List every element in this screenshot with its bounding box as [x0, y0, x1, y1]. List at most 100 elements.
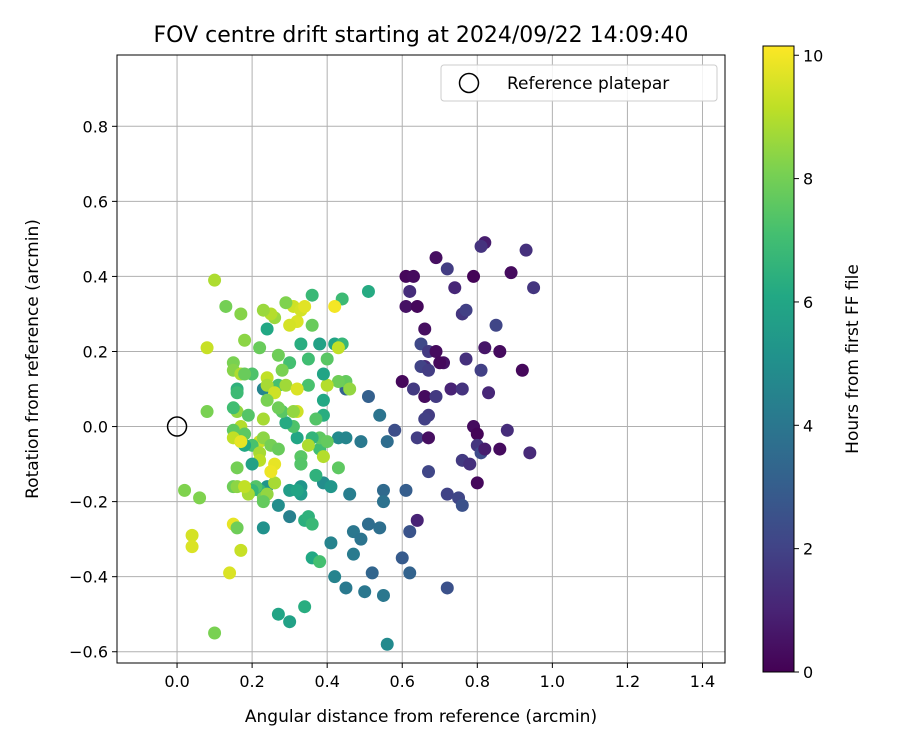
x-tick-label: 1.0	[540, 672, 565, 691]
data-point	[253, 341, 267, 355]
data-point	[313, 337, 327, 351]
data-point	[290, 431, 304, 445]
data-point	[343, 382, 357, 396]
legend: Reference platepar	[440, 64, 718, 102]
data-point	[256, 303, 270, 317]
data-point	[459, 352, 473, 366]
data-point	[279, 416, 293, 430]
data-point	[301, 352, 315, 366]
data-point	[208, 626, 222, 640]
data-point	[271, 401, 285, 415]
data-point	[256, 521, 270, 535]
data-point	[489, 318, 503, 332]
x-tick-label: 0.2	[239, 672, 264, 691]
y-tick-label: 0.0	[83, 418, 108, 437]
data-point	[305, 318, 319, 332]
data-point	[418, 390, 432, 404]
legend-box	[440, 64, 718, 102]
y-tick-label: −0.2	[69, 493, 108, 512]
data-point	[519, 243, 533, 257]
data-point	[286, 405, 300, 419]
data-point	[331, 341, 345, 355]
data-point	[455, 382, 469, 396]
data-point	[388, 423, 402, 437]
data-point	[305, 517, 319, 531]
data-point	[406, 382, 420, 396]
data-point	[223, 566, 237, 580]
data-point	[455, 498, 469, 512]
data-point	[478, 341, 492, 355]
data-point	[234, 543, 248, 557]
data-point	[440, 262, 454, 276]
data-point	[339, 581, 353, 595]
colorbar-tick-label: 0	[803, 663, 813, 682]
data-point	[185, 540, 199, 554]
data-point	[178, 483, 192, 497]
data-point	[376, 588, 390, 602]
data-point	[230, 386, 244, 400]
data-point	[422, 363, 436, 377]
colorbar-tick-label: 10	[803, 46, 823, 65]
data-point	[433, 356, 447, 370]
data-point	[403, 525, 417, 539]
data-point	[354, 435, 368, 449]
data-point	[482, 386, 496, 400]
data-point	[361, 390, 375, 404]
data-point	[320, 352, 334, 366]
data-point	[268, 476, 282, 490]
data-point	[440, 581, 454, 595]
data-point	[298, 299, 312, 313]
y-tick-label: −0.6	[69, 643, 108, 662]
legend-reference-marker	[458, 72, 480, 94]
colorbar-label: Hours from first FF file	[843, 264, 863, 454]
data-point	[271, 442, 285, 456]
x-tick-label: 0.6	[390, 672, 415, 691]
data-point	[343, 487, 357, 501]
y-axis-ticks: −0.6 −0.4 −0.2 0.0 0.2 0.4 0.6 0.8	[69, 117, 117, 662]
data-point	[418, 412, 432, 426]
data-point	[440, 487, 454, 501]
data-point	[444, 382, 458, 396]
data-point	[219, 299, 233, 313]
data-point	[230, 461, 244, 475]
data-point	[406, 269, 420, 283]
data-point	[320, 378, 334, 392]
data-point	[256, 495, 270, 509]
data-point	[305, 288, 319, 302]
data-point	[373, 408, 387, 422]
data-point	[376, 483, 390, 497]
data-point	[410, 299, 424, 313]
data-point	[429, 344, 443, 358]
data-point	[309, 412, 323, 426]
data-point	[185, 528, 199, 542]
x-tick-label: 1.4	[690, 672, 715, 691]
x-tick-label: 1.2	[615, 672, 640, 691]
data-point	[301, 378, 315, 392]
data-point	[422, 431, 436, 445]
x-tick-label: 0.4	[314, 672, 339, 691]
data-point	[275, 363, 289, 377]
data-point	[515, 363, 529, 377]
data-point	[283, 510, 297, 524]
colorbar-tick-label: 8	[803, 170, 813, 189]
data-point	[328, 570, 342, 584]
data-point	[365, 566, 379, 580]
data-point	[328, 299, 342, 313]
data-point	[193, 491, 207, 505]
data-point	[298, 600, 312, 614]
data-point	[459, 303, 473, 317]
data-point	[294, 337, 308, 351]
data-point	[290, 483, 304, 497]
data-point	[279, 378, 293, 392]
data-point	[470, 476, 484, 490]
data-point	[395, 375, 409, 389]
data-point	[493, 442, 507, 456]
data-point	[283, 318, 297, 332]
data-point	[331, 461, 345, 475]
data-point	[448, 281, 462, 295]
data-point	[500, 423, 514, 437]
data-point	[320, 435, 334, 449]
data-point	[324, 536, 338, 550]
grid-lines	[117, 55, 725, 663]
